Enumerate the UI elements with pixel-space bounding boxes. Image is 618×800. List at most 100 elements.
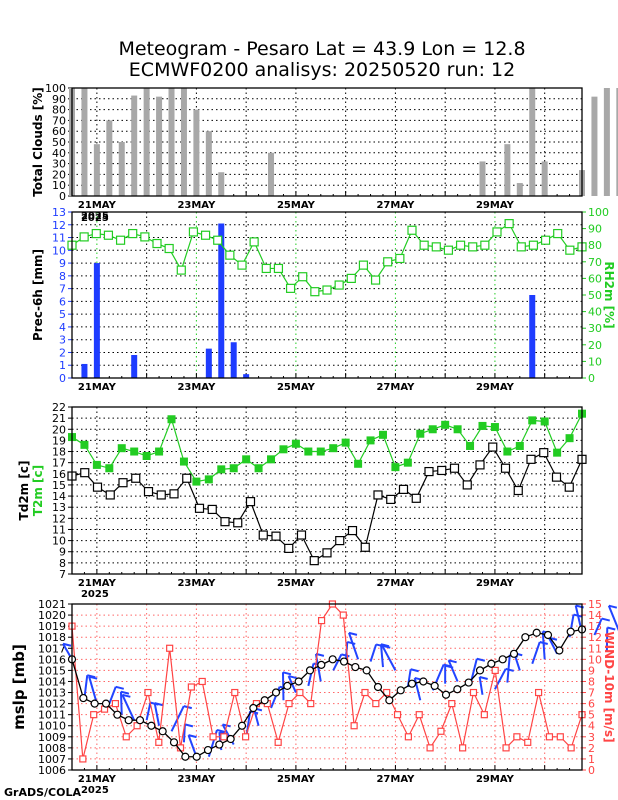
t2m-marker xyxy=(267,455,276,464)
y-tick-label: 80 xyxy=(52,104,66,117)
td2m-marker xyxy=(411,493,421,503)
wind-marker xyxy=(545,733,554,741)
t2m-marker xyxy=(416,429,425,438)
y-tick-label: 3 xyxy=(59,334,66,347)
t2m-marker xyxy=(192,477,201,486)
rh-marker xyxy=(164,243,174,254)
wind-marker xyxy=(567,744,575,752)
y-right-tick-label: 50 xyxy=(588,289,602,302)
y-right-tick-label: 12 xyxy=(588,631,602,644)
wind-marker xyxy=(187,683,195,691)
wind-marker xyxy=(502,744,510,752)
rh-marker xyxy=(395,253,405,264)
precip-bar xyxy=(205,348,212,378)
year-label: 2025 xyxy=(81,211,109,222)
y-tick-label: 40 xyxy=(52,147,66,160)
y-tick-label: 1007 xyxy=(38,753,66,766)
y-tick-label: 17 xyxy=(52,457,66,470)
rh-marker xyxy=(103,230,114,240)
wind-marker xyxy=(437,727,445,735)
mslp-marker xyxy=(271,688,281,697)
wind-line xyxy=(71,603,583,760)
y-right-tick-label: 8 xyxy=(588,675,595,688)
y-tick-label: 16 xyxy=(52,468,66,481)
wind-barb-flag xyxy=(288,675,297,680)
td2m-marker xyxy=(131,473,141,483)
td2m-marker xyxy=(386,494,396,505)
y-tick-label: 10 xyxy=(52,535,66,548)
td2m-marker xyxy=(156,490,166,500)
y-tick-label: 11 xyxy=(52,232,66,245)
rh-marker xyxy=(273,263,284,274)
mslp-marker xyxy=(169,738,179,747)
mslp-marker xyxy=(101,699,111,708)
wind-marker xyxy=(274,738,282,746)
mslp-marker xyxy=(305,666,315,675)
t2m-marker xyxy=(354,459,363,468)
wind-barb-flag xyxy=(608,604,618,609)
mslp-marker xyxy=(407,679,417,688)
td2m-marker xyxy=(526,454,536,464)
t2m-marker xyxy=(553,448,562,457)
date-label: 23MAY xyxy=(177,774,216,785)
wind-barb-flag xyxy=(479,675,488,680)
wind-barb xyxy=(153,702,161,726)
t2m-marker xyxy=(441,420,450,429)
mslp-marker xyxy=(90,699,99,708)
rh-marker xyxy=(261,263,271,274)
cloud-bar xyxy=(218,172,225,196)
t2m-marker xyxy=(378,430,387,439)
td2m-marker xyxy=(284,543,294,553)
precip-bar xyxy=(93,263,100,378)
td2m-marker xyxy=(233,518,243,528)
precip-bar xyxy=(81,363,88,378)
rh-marker xyxy=(188,227,199,237)
y-tick-label: 1008 xyxy=(38,742,66,755)
y-right-tick-label: 10 xyxy=(588,653,602,666)
rh-marker xyxy=(213,235,223,245)
y-tick-label: 1010 xyxy=(38,720,66,733)
mslp-marker xyxy=(441,690,451,699)
rh-marker xyxy=(91,228,101,239)
wind-marker xyxy=(372,699,380,708)
y-tick-label: 1018 xyxy=(38,631,66,644)
y-tick-label: 20 xyxy=(52,168,66,181)
y-right-tick-label: 13 xyxy=(588,620,602,633)
y-right-tick-label: 40 xyxy=(588,306,602,319)
date-label: 23MAY xyxy=(177,382,216,393)
mslp-marker xyxy=(215,740,224,749)
wind-barb xyxy=(369,644,378,662)
mslp-marker xyxy=(113,710,122,719)
y-tick-label: 11 xyxy=(52,523,66,536)
y-tick-label: 1 xyxy=(59,359,66,372)
td2m-marker xyxy=(80,468,90,478)
y-right-tick-label: 100 xyxy=(588,206,609,219)
td2m-marker xyxy=(373,490,383,500)
date-label: 25MAY xyxy=(277,200,316,211)
y-right-tick-label: 15 xyxy=(588,598,602,611)
rh-marker xyxy=(553,228,563,239)
t2m-marker xyxy=(80,440,89,449)
y-right-tick-label: 2 xyxy=(588,742,595,755)
mslp-marker xyxy=(158,727,167,736)
mslp-marker xyxy=(419,677,428,686)
td2m-marker xyxy=(322,548,332,558)
td2m-marker xyxy=(475,460,485,470)
td2m-marker xyxy=(271,531,281,541)
mslp-marker xyxy=(203,745,213,755)
y-right-tick-label: 0 xyxy=(588,372,595,385)
t2m-marker xyxy=(117,444,126,453)
t2m-marker xyxy=(204,475,213,484)
wind-barb-flag xyxy=(380,643,390,648)
cloud-bar xyxy=(118,142,125,196)
y-tick-label: 15 xyxy=(52,479,66,492)
td2m-marker xyxy=(500,463,511,473)
wind-barb-flag xyxy=(62,642,72,647)
y-tick-label: 100 xyxy=(45,82,66,95)
mslp-marker xyxy=(226,734,235,744)
mslp-marker xyxy=(498,655,507,664)
date-label: 25MAY xyxy=(277,382,316,393)
y-tick-label: 1012 xyxy=(38,698,66,711)
y-right-tick-label: 70 xyxy=(588,256,602,269)
